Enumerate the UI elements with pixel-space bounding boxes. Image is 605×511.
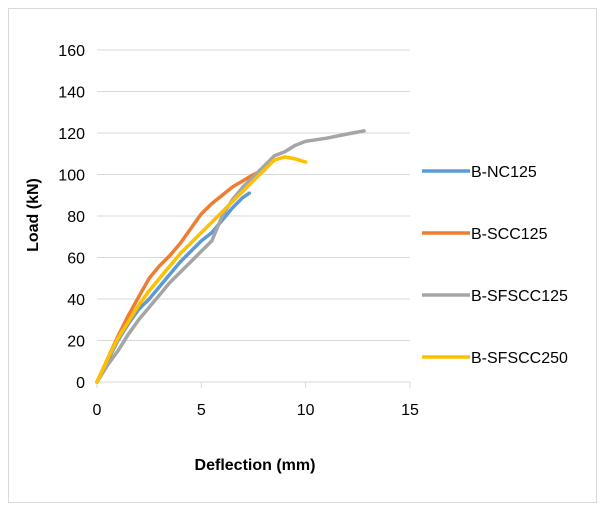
y-tick-label: 0 xyxy=(76,375,85,392)
y-tick-label: 60 xyxy=(67,251,85,268)
series-lines xyxy=(95,129,366,384)
y-axis-title: Load (kN) xyxy=(25,178,42,252)
axes: 0 20 40 60 80 100 120 140 160 0 5 10 15 xyxy=(58,43,419,419)
series-line-b-sfscc125 xyxy=(95,129,366,384)
x-tick-label: 15 xyxy=(401,402,419,419)
legend-label-b-sfscc125: B-SFSCC125 xyxy=(471,288,568,305)
y-tick-label: 140 xyxy=(58,85,85,102)
legend: B-NC125 B-SCC125 B-SFSCC125 B-SFSCC250 xyxy=(422,164,568,367)
series-line-b-sfscc250 xyxy=(95,155,308,384)
legend-label-b-nc125: B-NC125 xyxy=(471,164,537,181)
y-tick-label: 40 xyxy=(67,292,85,309)
x-axis-title: Deflection (mm) xyxy=(195,457,316,474)
chart-area xyxy=(8,8,597,503)
x-tick-label: 10 xyxy=(297,402,315,419)
y-tick-label: 120 xyxy=(58,126,85,143)
x-tick-label: 0 xyxy=(93,402,102,419)
series-line-b-scc125 xyxy=(95,168,266,384)
y-tick-label: 80 xyxy=(67,209,85,226)
series-line-b-nc125 xyxy=(95,191,252,384)
legend-label-b-scc125: B-SCC125 xyxy=(471,226,548,243)
y-tick-label: 20 xyxy=(67,334,85,351)
y-tick-label: 160 xyxy=(58,43,85,60)
x-tick-label: 5 xyxy=(197,402,206,419)
legend-label-b-sfscc250: B-SFSCC250 xyxy=(471,350,568,367)
y-tick-label: 100 xyxy=(58,168,85,185)
